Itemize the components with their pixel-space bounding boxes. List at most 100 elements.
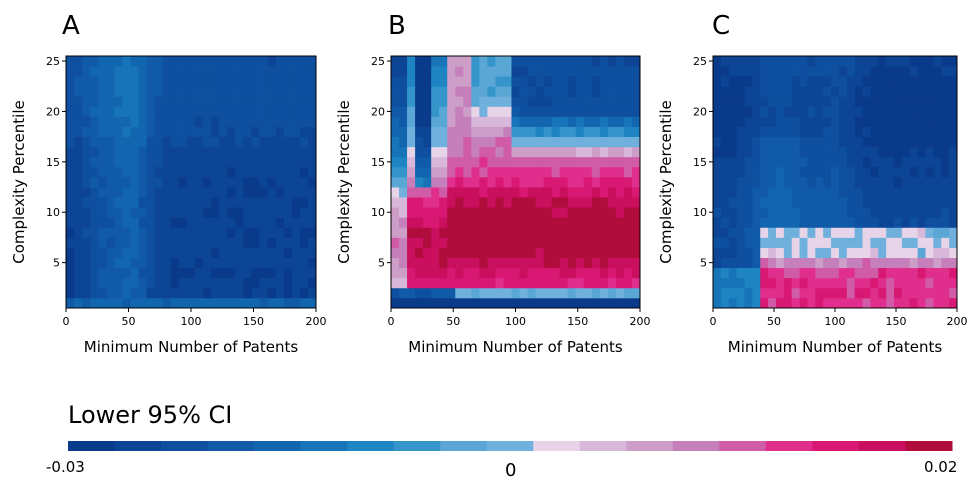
heatmap-cell: [146, 287, 156, 299]
heatmap-cell: [219, 126, 228, 138]
heatmap-cell: [170, 227, 180, 238]
heatmap-cell: [831, 166, 840, 178]
heatmap-cell: [170, 176, 180, 188]
heatmap-cell: [591, 136, 601, 148]
heatmap-cell: [631, 267, 641, 279]
heatmap-cell: [807, 287, 816, 299]
heatmap-cell: [527, 116, 536, 127]
heatmap-cell: [941, 217, 950, 228]
heatmap-cell: [243, 187, 252, 198]
heatmap-cell: [862, 146, 871, 158]
heatmap-cell: [599, 237, 609, 248]
heatmap-cell: [259, 116, 269, 127]
heatmap-cell: [415, 227, 424, 238]
heatmap-cell: [203, 237, 212, 248]
heatmap-cell: [178, 146, 188, 158]
heatmap-cell: [925, 106, 934, 117]
heatmap-cell: [949, 227, 958, 238]
heatmap-cell: [235, 66, 244, 77]
heatmap-cell: [933, 257, 942, 269]
heatmap-cell: [894, 116, 903, 127]
heatmap-cell: [768, 66, 777, 77]
heatmap-cell: [599, 116, 609, 127]
heatmap-cell: [886, 247, 895, 258]
heatmap-cell: [178, 267, 188, 279]
heatmap-cell: [162, 66, 172, 77]
heatmap-cell: [203, 126, 212, 138]
heatmap-cell: [74, 227, 83, 238]
heatmap-cell: [527, 56, 536, 67]
heatmap-cell: [307, 106, 317, 117]
heatmap-cell: [423, 267, 432, 279]
heatmap-cell: [259, 257, 269, 269]
heatmap-cell: [74, 106, 83, 117]
heatmap-cell: [775, 126, 785, 138]
heatmap-cell: [933, 217, 942, 228]
heatmap-cell: [607, 237, 617, 248]
heatmap-cell: [838, 76, 848, 87]
heatmap-cell: [933, 267, 942, 279]
heatmap-cell: [291, 227, 301, 238]
heatmap-cell: [447, 197, 456, 208]
heatmap-cell: [267, 126, 277, 138]
heatmap-cell: [415, 257, 424, 269]
heatmap-cell: [98, 217, 107, 228]
heatmap-cell: [807, 126, 816, 138]
heatmap-cell: [487, 287, 496, 299]
heatmap-cell: [831, 86, 840, 97]
heatmap-cell: [495, 297, 504, 309]
heatmap-cell: [807, 56, 816, 67]
heatmap-cell: [941, 197, 950, 208]
heatmap-cell: [423, 277, 432, 289]
heatmap-cell: [854, 287, 863, 299]
heatmap-cell: [463, 247, 472, 258]
heatmap-cell: [227, 166, 236, 178]
heatmap-cell: [487, 176, 496, 188]
heatmap-cell: [615, 156, 625, 168]
y-tick-label: 10: [46, 206, 60, 219]
heatmap-cell: [66, 247, 75, 258]
heatmap-cell: [799, 116, 808, 127]
heatmap-cell: [195, 126, 204, 138]
heatmap-cell: [815, 176, 824, 188]
heatmap-cell: [146, 66, 156, 77]
heatmap-cell: [901, 207, 911, 218]
heatmap-cell: [583, 66, 593, 77]
heatmap-cell: [736, 56, 745, 67]
heatmap-cell: [909, 136, 919, 148]
colorbar-swatch: [440, 441, 488, 451]
heatmap-cell: [925, 267, 934, 279]
heatmap-cell: [66, 267, 75, 279]
heatmap-cell: [535, 96, 545, 107]
heatmap-cell: [471, 217, 480, 228]
heatmap-cell: [259, 197, 269, 208]
heatmap-cell: [909, 86, 919, 97]
heatmap-cell: [511, 207, 520, 218]
heatmap-cell: [267, 86, 277, 97]
heatmap-cell: [146, 197, 156, 208]
heatmap-cell: [559, 207, 569, 218]
heatmap-cell: [495, 227, 504, 238]
heatmap-cell: [106, 297, 115, 309]
heatmap-cell: [815, 76, 824, 87]
heatmap-cell: [138, 257, 148, 269]
heatmap-cell: [455, 176, 464, 188]
heatmap-cell: [122, 287, 131, 299]
heatmap-cell: [423, 217, 432, 228]
heatmap-cell: [511, 176, 520, 188]
heatmap-cell: [283, 116, 293, 127]
heatmap-cell: [535, 277, 545, 289]
heatmap-cell: [551, 76, 561, 87]
heatmap-cell: [768, 227, 777, 238]
heatmap-cell: [170, 247, 180, 258]
heatmap-cell: [186, 116, 196, 127]
heatmap-cell: [415, 176, 424, 188]
heatmap-cell: [862, 166, 871, 178]
heatmap-cell: [925, 136, 934, 148]
heatmap-cell: [259, 227, 269, 238]
heatmap-cell: [275, 66, 285, 77]
heatmap-cell: [98, 166, 107, 178]
heatmap-cell: [170, 146, 180, 158]
heatmap-cell: [251, 297, 260, 309]
colorbar-swatch: [347, 441, 395, 451]
